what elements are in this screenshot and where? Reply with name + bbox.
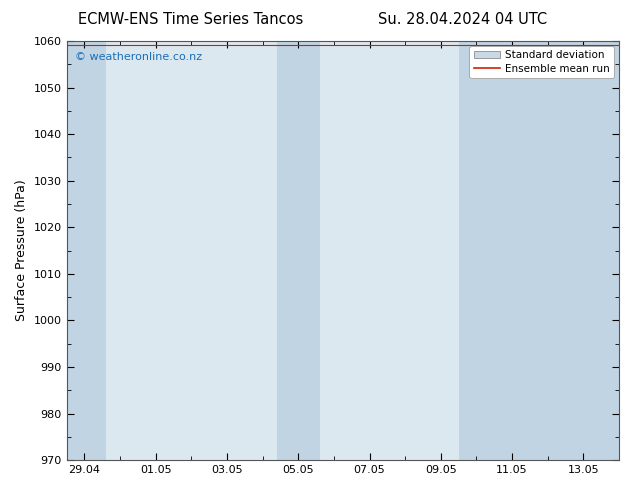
Text: © weatheronline.co.nz: © weatheronline.co.nz <box>75 51 202 62</box>
Text: ECMW-ENS Time Series Tancos: ECMW-ENS Time Series Tancos <box>77 12 303 27</box>
Text: Su. 28.04.2024 04 UTC: Su. 28.04.2024 04 UTC <box>378 12 547 27</box>
Legend: Standard deviation, Ensemble mean run: Standard deviation, Ensemble mean run <box>469 46 614 78</box>
Bar <box>67 41 106 460</box>
Bar <box>277 41 320 460</box>
Y-axis label: Surface Pressure (hPa): Surface Pressure (hPa) <box>15 180 28 321</box>
Bar <box>458 41 619 460</box>
